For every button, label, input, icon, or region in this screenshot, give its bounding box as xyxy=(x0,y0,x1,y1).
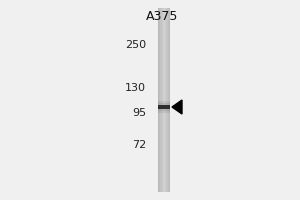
Bar xyxy=(168,8,169,192)
Bar xyxy=(165,8,166,192)
Bar xyxy=(163,8,164,192)
Bar xyxy=(158,101,170,113)
Text: 95: 95 xyxy=(132,108,146,118)
Text: A375: A375 xyxy=(146,10,178,23)
Bar xyxy=(158,105,170,109)
Bar xyxy=(161,8,162,192)
Bar xyxy=(164,8,165,192)
Polygon shape xyxy=(172,100,182,114)
Bar xyxy=(160,8,161,192)
Bar xyxy=(167,8,168,192)
Text: 72: 72 xyxy=(132,140,146,150)
Bar xyxy=(158,103,170,111)
Bar xyxy=(162,8,163,192)
Text: 130: 130 xyxy=(125,83,146,93)
Bar xyxy=(158,8,170,192)
Bar xyxy=(159,8,160,192)
Bar xyxy=(158,8,159,192)
Text: 250: 250 xyxy=(125,40,146,50)
Bar xyxy=(169,8,170,192)
